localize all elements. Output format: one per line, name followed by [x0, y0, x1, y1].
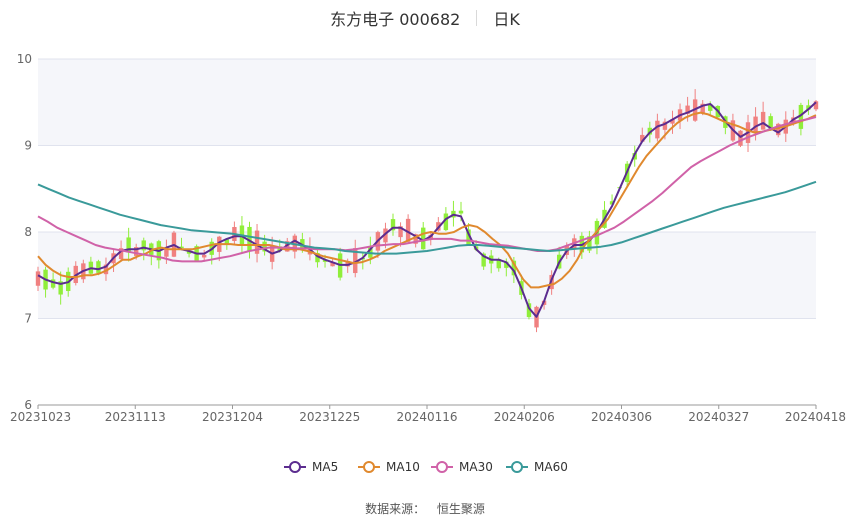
candle-body [768, 116, 773, 131]
x-tick-label: 20240206 [494, 410, 555, 424]
candle-body [413, 234, 418, 244]
candle-body [806, 105, 811, 110]
candle-body [254, 230, 260, 254]
data-source: 数据来源： 恒生聚源 [0, 500, 850, 517]
candle-body [285, 241, 290, 252]
x-tick-label: 20231204 [202, 410, 263, 424]
candle-body [133, 247, 139, 256]
candle-body [443, 213, 449, 231]
candle-body [383, 228, 388, 243]
candle-body [504, 261, 509, 268]
x-tick-label: 20240327 [688, 410, 749, 424]
legend-label: MA5 [312, 460, 338, 474]
x-tick-label: 20240418 [785, 410, 846, 424]
candle-body [526, 303, 532, 318]
candle-body [186, 250, 192, 254]
legend-label: MA30 [459, 460, 493, 474]
candle-body [798, 104, 804, 129]
legend-marker [436, 461, 448, 473]
grid-band [38, 318, 816, 405]
title-divider [476, 10, 478, 26]
candle-body [247, 226, 252, 252]
candle-body [390, 219, 396, 231]
grid-band [38, 145, 816, 232]
candle-body [103, 264, 109, 275]
x-tick-label: 20231023 [10, 410, 71, 424]
x-tick-label: 20240116 [396, 410, 457, 424]
candle-body [421, 227, 426, 250]
candle-body [685, 105, 690, 114]
candle-body [776, 123, 781, 136]
candle-body [662, 121, 668, 130]
candle-body [345, 260, 350, 267]
candle-body [813, 101, 819, 110]
ma-line-ma5 [37, 101, 817, 318]
candle-body [458, 210, 464, 214]
legend-label: MA10 [386, 460, 420, 474]
candle-body [587, 236, 592, 251]
y-tick-label: 7 [24, 312, 32, 326]
candle-body [609, 201, 615, 205]
candle-body [315, 252, 320, 263]
y-tick-label: 6 [24, 398, 32, 412]
candle-body [224, 239, 230, 244]
candle-body [647, 127, 653, 135]
candle-body [201, 254, 207, 258]
candle-body [738, 130, 743, 146]
candle-body [466, 229, 471, 245]
candle-body [330, 262, 335, 267]
candle-body [760, 111, 766, 130]
candle-body [398, 226, 403, 238]
candle-body [708, 104, 713, 111]
legend-label: MA60 [534, 460, 568, 474]
x-tick-label: 20231113 [105, 410, 166, 424]
candle-body [35, 271, 41, 286]
candle-body [118, 248, 124, 260]
candle-body [50, 279, 56, 288]
candle-body [126, 237, 131, 253]
candle-body [700, 103, 705, 113]
candle-body [481, 253, 486, 267]
x-tick-label: 20240306 [591, 410, 652, 424]
y-tick-label: 9 [24, 139, 32, 153]
candle-body [96, 261, 101, 273]
legend-marker [363, 461, 375, 473]
ma-line-ma60 [37, 180, 817, 255]
source-provider: 恒生聚源 [436, 502, 485, 516]
grid-band [38, 232, 816, 319]
candle-body [179, 246, 184, 249]
period-tab[interactable]: 日K [493, 10, 520, 29]
candle-body [368, 246, 373, 258]
candle-body [511, 260, 517, 276]
candle-body [262, 241, 267, 252]
legend-marker [511, 461, 523, 473]
candle-body [670, 119, 675, 124]
x-tick-label: 20231225 [299, 410, 360, 424]
candle-body [353, 248, 358, 274]
candle-body [164, 246, 169, 257]
candle-body [640, 134, 645, 142]
grid-band [38, 59, 816, 146]
stock-title: 东方电子 000682 [330, 10, 461, 29]
candle-body [753, 116, 758, 133]
candle-body [58, 281, 63, 295]
candle-body [141, 240, 146, 251]
ma-line-ma10 [37, 111, 817, 289]
legend-marker [289, 461, 301, 473]
y-tick-label: 10 [17, 52, 32, 66]
y-tick-label: 8 [24, 225, 32, 239]
candle-body [655, 120, 660, 139]
source-label: 数据来源： [365, 502, 426, 516]
candle-body [496, 259, 501, 269]
candle-body [405, 218, 411, 242]
chart-header: 东方电子 000682 日K [0, 6, 850, 30]
ma-line-ma30 [37, 116, 817, 263]
